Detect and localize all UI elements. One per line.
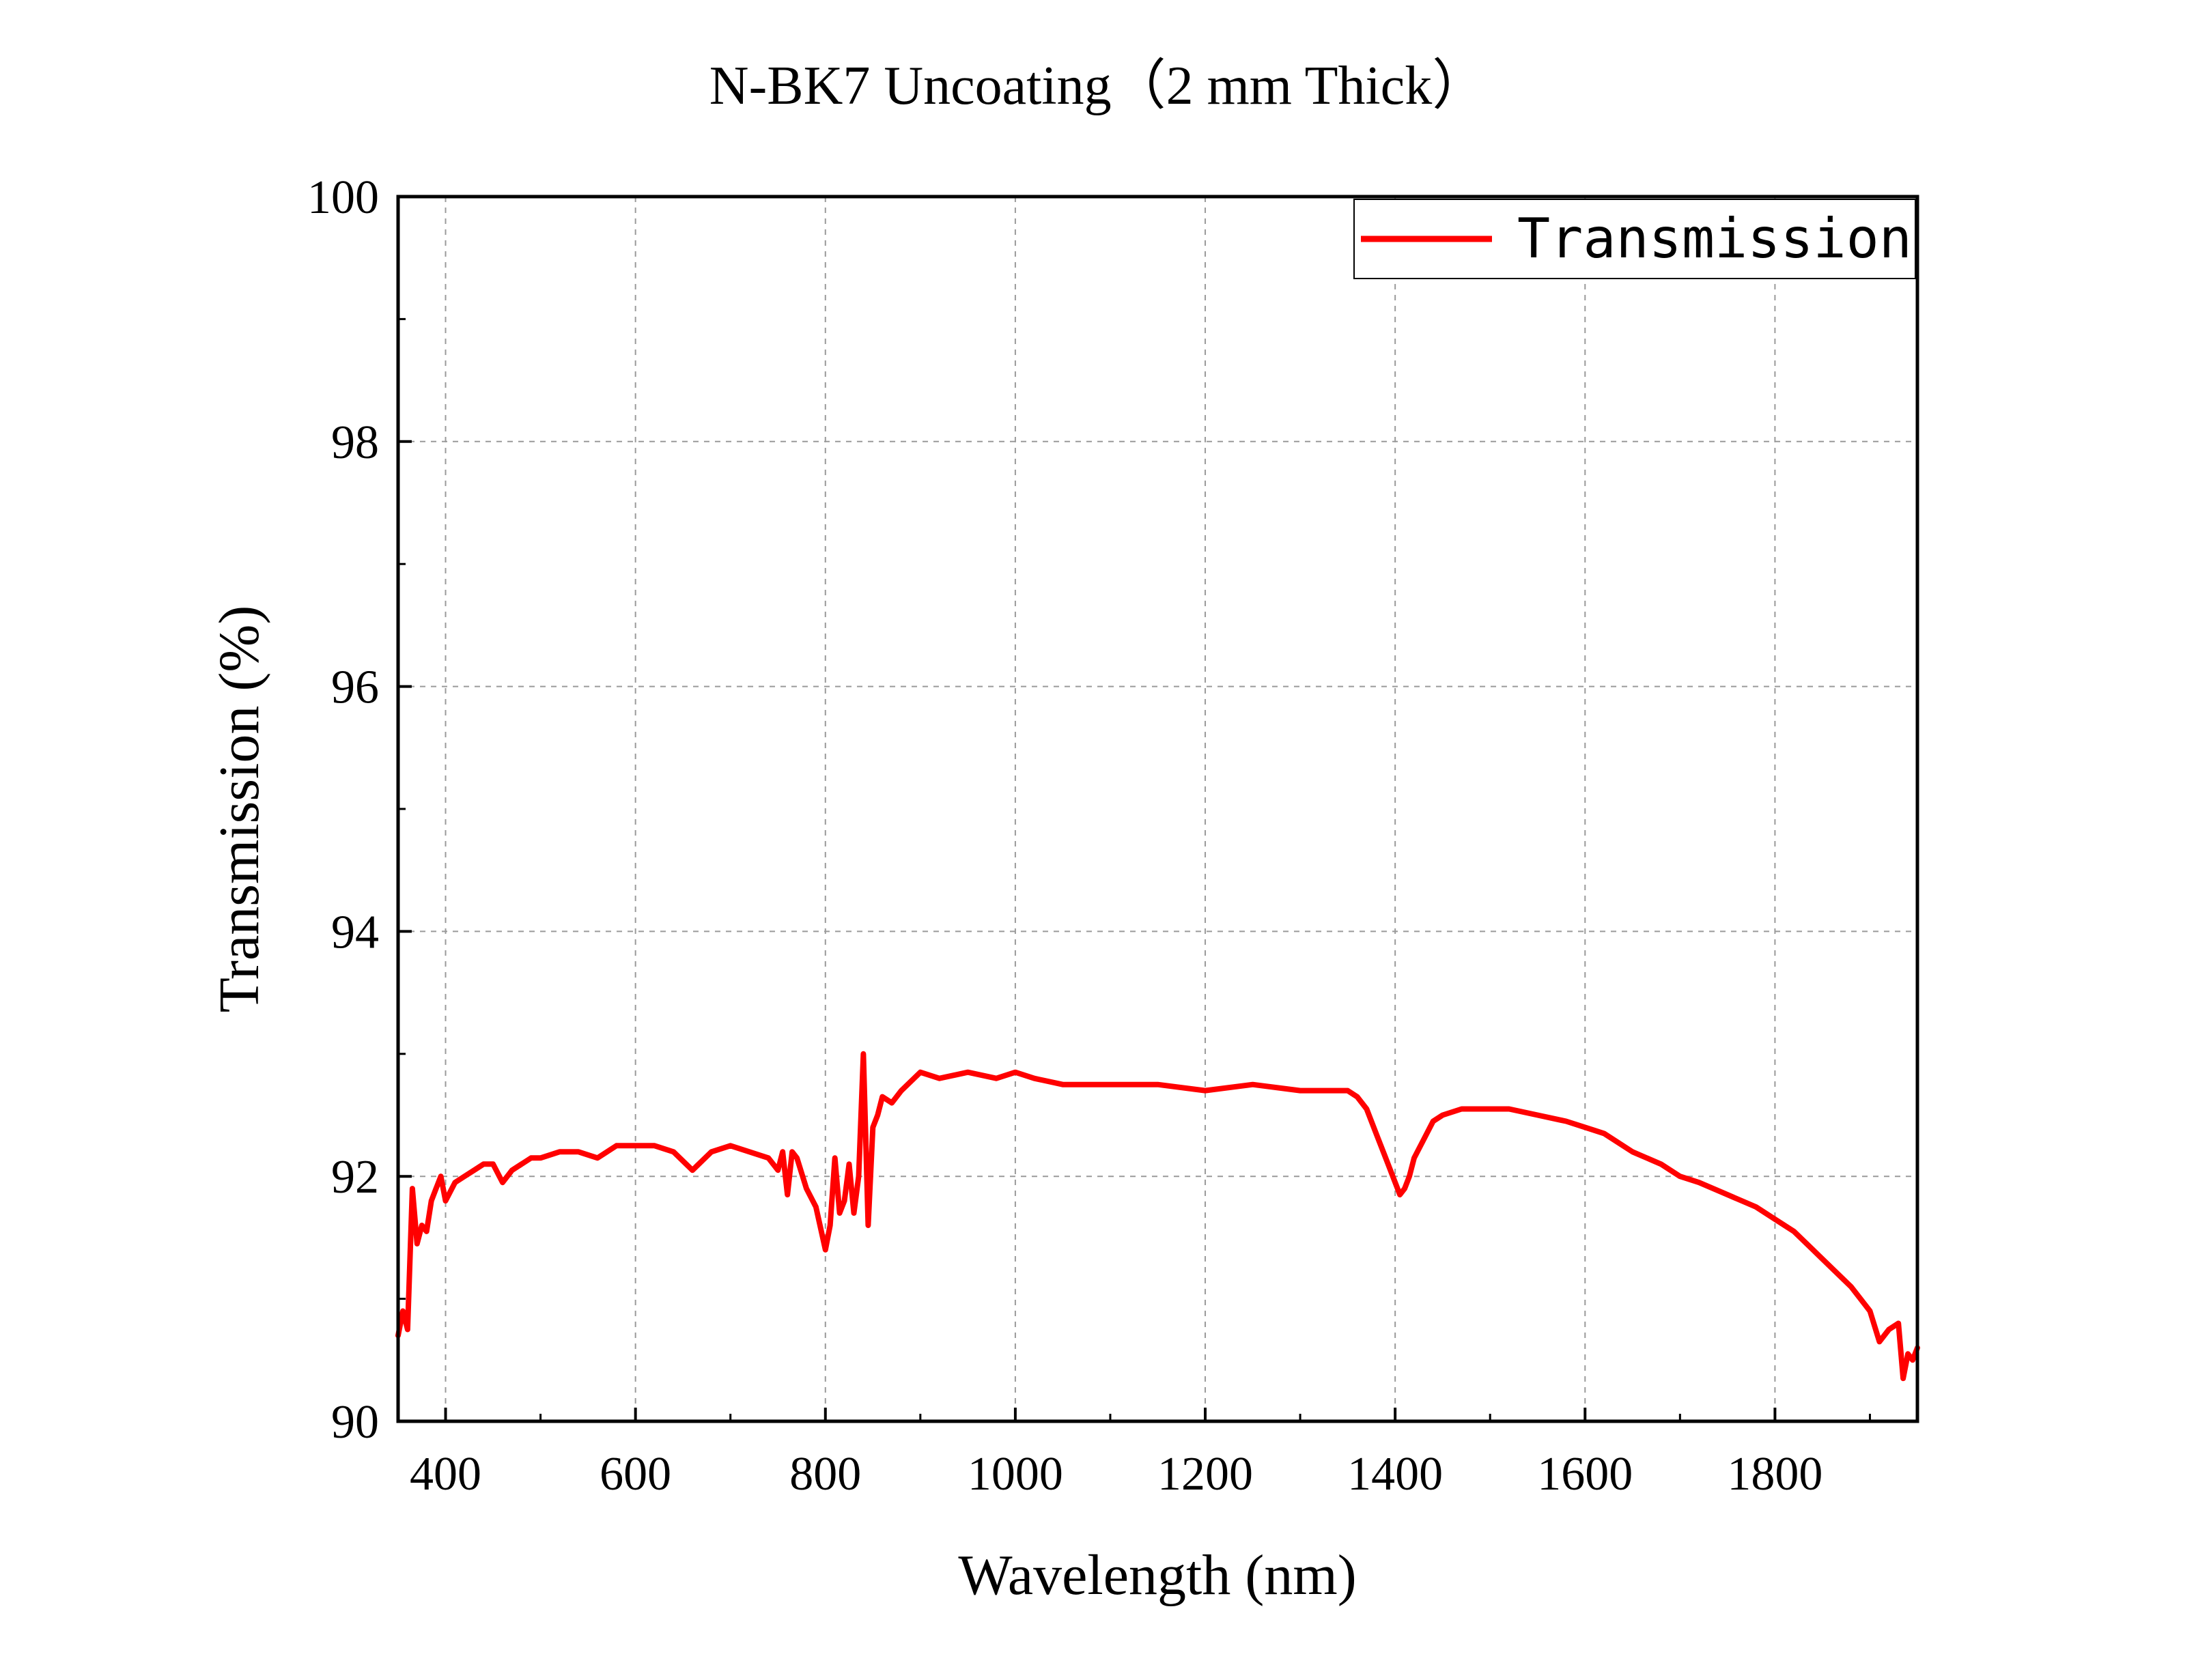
x-tick-label: 600 xyxy=(600,1448,671,1500)
x-tick-label: 1400 xyxy=(1347,1448,1443,1500)
y-tick-label: 90 xyxy=(331,1396,379,1449)
chart-title: N-BK7 Uncoating（2 mm Thick） xyxy=(709,56,1487,116)
x-axis-label: Wavelength (nm) xyxy=(958,1543,1356,1607)
y-tick-label: 92 xyxy=(331,1151,379,1204)
x-tick-label: 1200 xyxy=(1157,1448,1253,1500)
tick-labels: 400 600 800 1000 1200 1400 1600 1800 90 92 94 96 98 1… xyxy=(307,171,1822,1500)
x-tick-label: 800 xyxy=(789,1448,861,1500)
x-tick-label: 1600 xyxy=(1537,1448,1633,1500)
y-axis-label: Transmission (%) xyxy=(208,606,271,1013)
legend: Transmission xyxy=(1353,199,1916,279)
x-tick-label: 1800 xyxy=(1727,1448,1822,1500)
y-tick-label: 94 xyxy=(331,906,379,958)
axis-ticks xyxy=(398,195,1871,1423)
x-tick-label: 400 xyxy=(410,1448,481,1500)
series-line-transmission xyxy=(395,1051,1920,1382)
legend-label: Transmission xyxy=(1517,207,1912,270)
y-tick-label: 96 xyxy=(331,661,379,714)
x-tick-label: 1000 xyxy=(968,1448,1063,1500)
series-layer xyxy=(395,1051,1920,1382)
y-tick-label: 98 xyxy=(331,416,379,469)
grid xyxy=(398,197,1917,1421)
y-tick-label: 100 xyxy=(307,171,379,224)
plot-frame xyxy=(396,195,1919,1423)
legend-box xyxy=(1353,199,1916,279)
